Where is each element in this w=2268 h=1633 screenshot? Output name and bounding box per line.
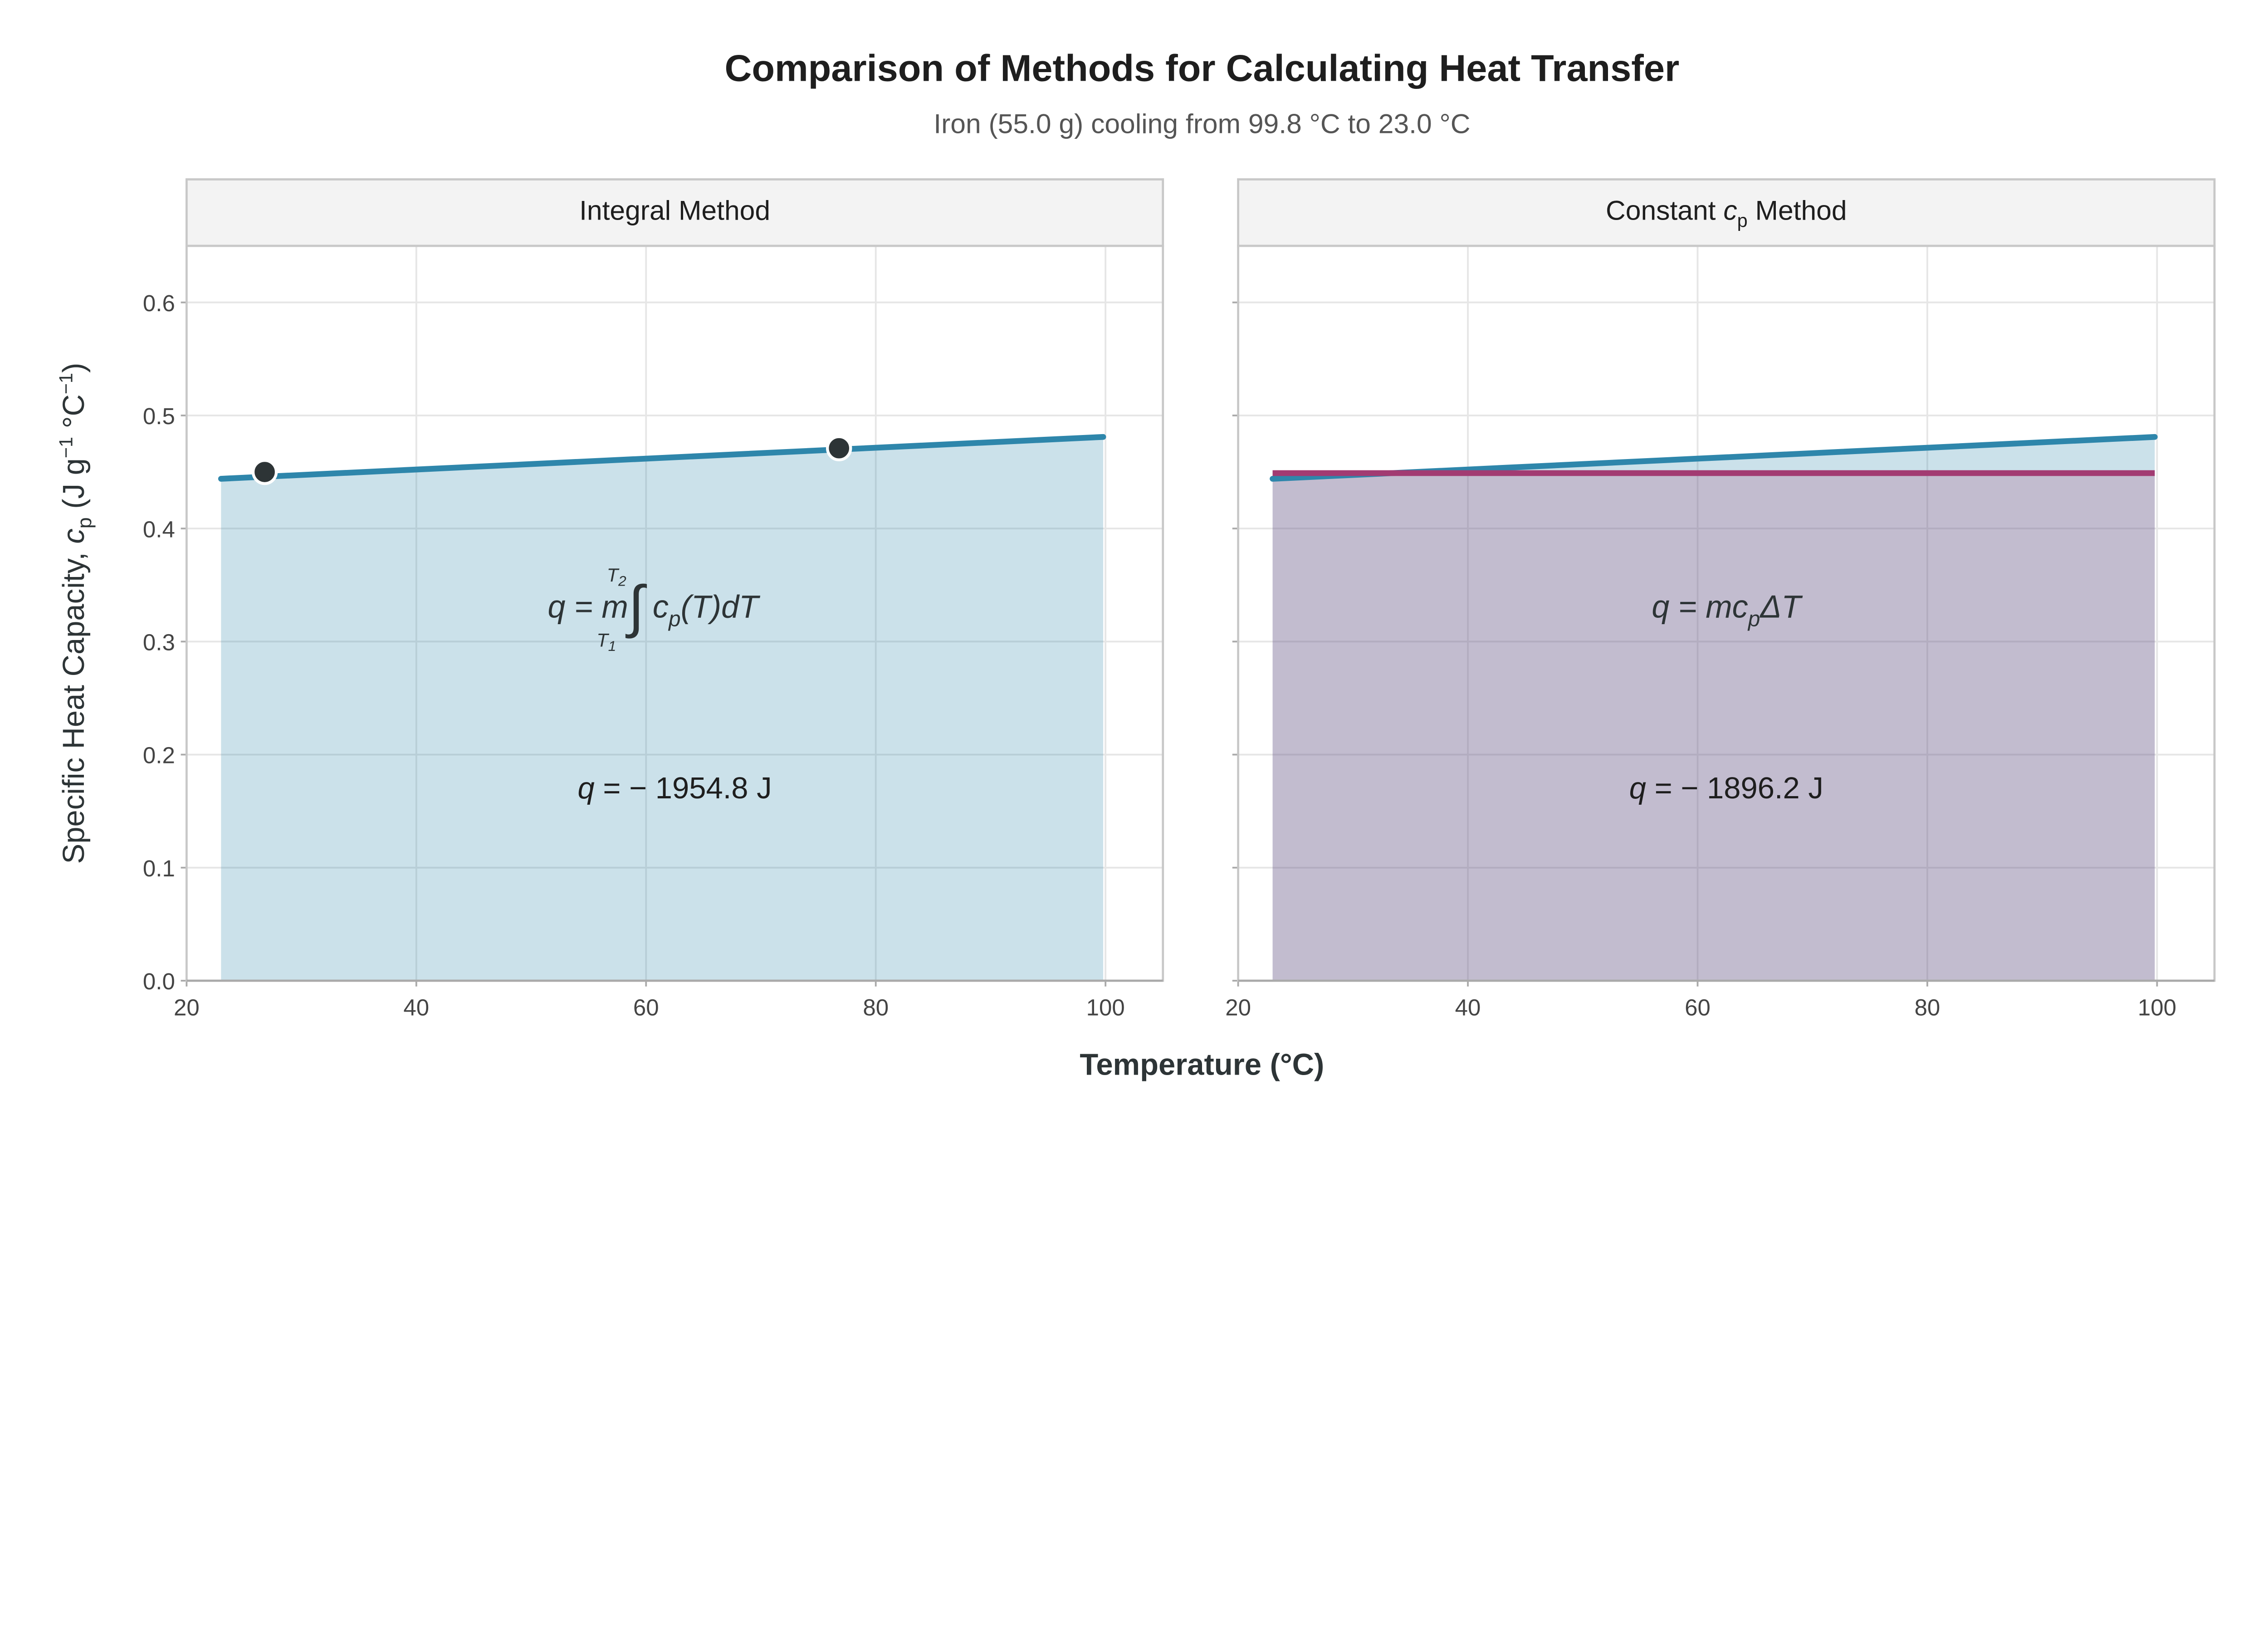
result-part: = − 1954.8 J [595,771,772,805]
chart-subtitle: Iron (55.0 g) cooling from 99.8 °C to 23… [934,108,1470,139]
panel-strip-label: Integral Method [579,195,770,226]
panel-strip [185,178,1164,247]
x-tick-label: 80 [863,995,889,1021]
result-label: q = − 1954.8 J [578,771,772,805]
y-tick-label: 0.2 [143,743,175,768]
integral-area [1272,437,2155,981]
equation-part: c [653,589,669,625]
x-tick-label: 100 [2138,995,2176,1021]
y-axis-label: Specific Heat Capacity, cp (J g−1 °C−1) [55,363,95,864]
equation-part: (T)dT [681,589,761,625]
equation-part: q = mc [1652,589,1748,625]
integral-area [221,437,1104,981]
x-axis-label: Temperature (°C) [1080,1047,1324,1081]
equation-part: ∫ [625,575,647,639]
result-part: q [1629,771,1646,805]
y-axis-label-text: Specific Heat Capacity, [57,544,91,864]
x-tick-label: 60 [633,995,659,1021]
chart-title: Comparison of Methods for Calculating He… [724,47,1679,89]
strip-text: Constant [1606,195,1723,226]
result-part: = − 1896.2 J [1646,771,1823,805]
constant-area [1272,473,2155,981]
chart: Comparison of Methods for Calculating He… [55,47,2216,1081]
x-tick-label: 20 [174,995,200,1021]
equation-part: q = m [547,589,628,625]
y-tick-label: 0.5 [143,403,175,429]
strip-text: p [1737,210,1748,231]
integral-upper-limit: T2 [607,564,626,589]
equation-part: p [1747,607,1760,631]
y-tick-label: 0.1 [143,856,175,881]
y-tick-label: 0.6 [143,290,175,316]
x-tick-label: 80 [1915,995,1941,1021]
x-tick-label: 40 [403,995,429,1021]
strip-text: c [1723,195,1737,226]
result-label: q = − 1896.2 J [1629,771,1823,805]
limit-part: 1 [608,638,616,654]
equation-part: p [668,607,681,631]
x-tick-label: 60 [1685,995,1711,1021]
integral-lower-limit: T1 [596,629,616,654]
equation: q = m∫ cp(T)dT [547,575,760,639]
y-tick-label: 0.0 [143,968,175,994]
cp-line [218,434,1106,482]
data-point [251,459,278,485]
equation-part: ΔT [1759,589,1803,625]
limit-part: T [607,564,620,586]
equation: q = mcpΔT [1652,589,1803,631]
panel-1: Integral Method 0.0 0.1 0.2 0.3 0.4 0.5 0.6 20 40… [143,178,1164,1021]
result-part: q [578,771,595,805]
x-tick-label: 100 [1086,995,1125,1021]
limit-part: 2 [618,572,626,589]
y-tick-label: 0.3 [143,629,175,655]
strip-text: Method [1748,195,1847,226]
x-tick-label: 40 [1455,995,1481,1021]
y-tick-label: 0.4 [143,516,175,542]
data-point [826,435,852,461]
limit-part: T [596,629,609,650]
panel-strip-label: Constant cp Method [1606,195,1847,231]
x-tick-label: 20 [1225,995,1251,1021]
